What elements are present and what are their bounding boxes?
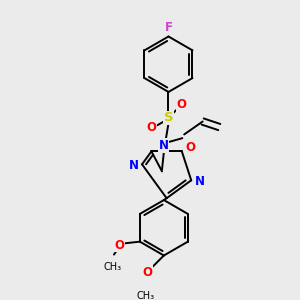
- Text: N: N: [159, 139, 169, 152]
- Text: O: O: [185, 141, 195, 154]
- Text: O: O: [115, 239, 124, 252]
- Text: CH₃: CH₃: [103, 262, 121, 272]
- Text: O: O: [176, 98, 186, 111]
- Text: O: O: [147, 121, 157, 134]
- Text: CH₃: CH₃: [136, 291, 155, 300]
- Text: F: F: [164, 21, 172, 34]
- Text: O: O: [142, 266, 152, 279]
- Text: N: N: [129, 159, 139, 172]
- Text: N: N: [195, 175, 205, 188]
- Text: S: S: [164, 111, 173, 124]
